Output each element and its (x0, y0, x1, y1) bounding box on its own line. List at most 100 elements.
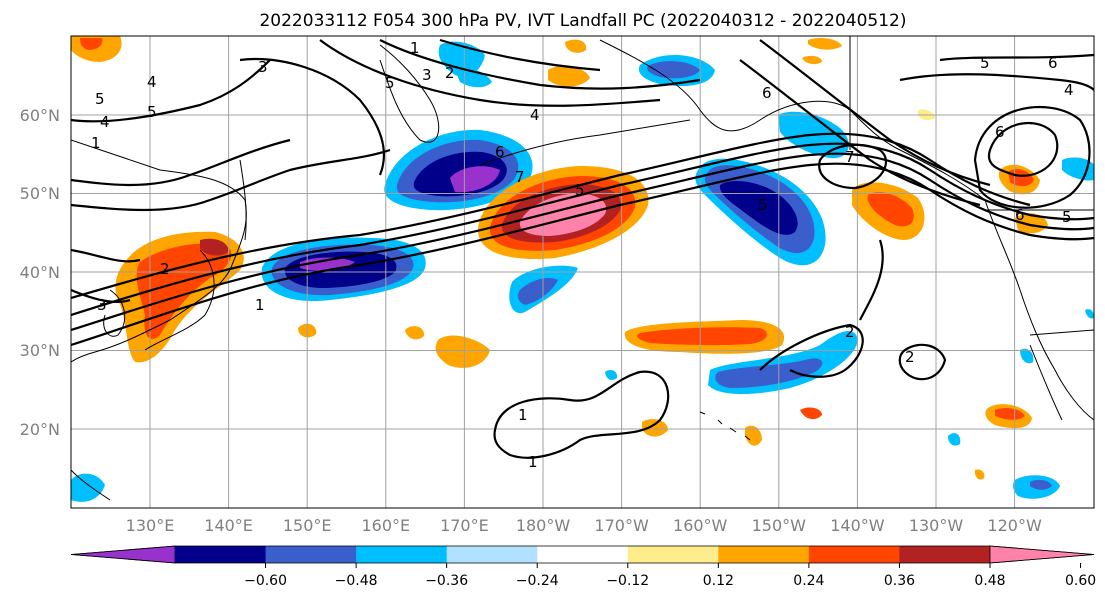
anomaly-positive-168e (405, 326, 425, 340)
anomaly-shading (71, 36, 1094, 502)
anomaly-positive-top-145w (802, 55, 822, 65)
height-contours (71, 38, 1094, 459)
coast-aleutians (479, 119, 691, 166)
contour-label: 2 (905, 348, 915, 366)
contour-label: 4 (147, 73, 157, 91)
colorbar-extend-high (989, 545, 1095, 564)
coast-philippines (71, 469, 111, 501)
contour-subtropical-3 (898, 343, 947, 381)
contour-label: 5 (95, 90, 105, 108)
contour-label: 6 (995, 123, 1005, 141)
contour-jet-3 (71, 142, 1094, 317)
lon-label: 170°W (594, 516, 649, 535)
anomaly-negative-170e-core (517, 278, 558, 305)
anomaly-negative-155w-core (719, 180, 798, 235)
coast-na-west (984, 199, 1094, 421)
anomaly-negative-alaska-core (647, 61, 700, 79)
colorbar-tick-label: −0.24 (516, 573, 559, 589)
anomaly-positive-140w-south (800, 407, 822, 420)
contour-north-7 (439, 38, 601, 72)
colorbar-bin (446, 546, 538, 563)
anomaly-positive-top-170w (548, 65, 590, 87)
anomaly-positive-160w (642, 419, 668, 437)
coast-hawaii (699, 411, 751, 441)
contour-subtropical (759, 323, 864, 378)
colorbar-bin (356, 546, 448, 563)
contour-ridge-2 (759, 39, 991, 187)
lon-label: 160°E (361, 516, 410, 535)
contour-label-group: 3 4 5 4 1 5 1 3 2 5 4 6 6 7 6 5 6 4 6 5 … (91, 39, 1074, 471)
border-us-mexico (1029, 329, 1094, 336)
coast-sakhalin (239, 159, 247, 241)
anomaly-negative-small-3 (605, 370, 618, 380)
anomaly-negative-150w-south-core (715, 358, 823, 388)
anomaly-negative-mexico (1020, 348, 1034, 364)
contour-label: 6 (1048, 54, 1058, 72)
anomaly-negative-small-2 (1085, 309, 1094, 319)
anomaly-positive-150w (745, 425, 762, 446)
contour-bc-low (987, 121, 1059, 177)
lat-label: 40°N (20, 263, 60, 282)
anomaly-positive-wa-coast (1015, 213, 1048, 234)
anomaly-negative-baja-core (1030, 479, 1052, 490)
anomaly-negative-west-pac (71, 473, 105, 502)
coastlines (71, 36, 1094, 501)
anomaly-positive-125w-core (995, 408, 1025, 420)
lat-label: 50°N (20, 184, 60, 203)
lon-label: 120°W (987, 516, 1042, 535)
longitude-labels: 130°E 140°E 150°E 160°E 170°E 180°W 170°W 160°W… (126, 516, 1042, 535)
colorbar-tick-label: −0.48 (335, 573, 378, 589)
anomaly-positive-170e (435, 335, 490, 368)
anomaly-negative-hawaii-w (948, 433, 961, 446)
contour-label: 1 (528, 453, 538, 471)
anomaly-positive-top-150w (808, 38, 842, 50)
colorbar-bin (175, 546, 267, 563)
contour-label: 1 (410, 39, 420, 57)
contour-label: 4 (100, 113, 110, 131)
contour-label: 2 (845, 323, 855, 341)
colorbar-tick-label: 0.12 (703, 573, 734, 589)
anomaly-positive-japan-peak (200, 238, 229, 256)
contour-label: 4 (1064, 81, 1074, 99)
lon-label: 140°W (830, 516, 885, 535)
anomaly-positive-140w-core (867, 192, 914, 227)
contour-jet-1 (71, 162, 1094, 347)
colorbar-bin (808, 546, 900, 563)
contour-north-2 (71, 138, 291, 187)
contour-jet-4 (71, 132, 1031, 300)
contour-label: 7 (515, 168, 525, 186)
anomaly-positive-nw-corner-core (80, 38, 103, 50)
contour-ridge (739, 59, 981, 207)
contour-label: 7 (845, 148, 855, 166)
lon-label: 180°W (516, 516, 571, 535)
contour-label: 1 (255, 296, 265, 314)
latitude-labels: 60°N 50°N 40°N 30°N 20°N (20, 106, 60, 439)
colorbar-tick-label: −0.12 (606, 573, 649, 589)
colorbar-bin (537, 546, 629, 563)
lat-label: 20°N (20, 420, 60, 439)
map-layers: 3 4 5 4 1 5 1 3 2 5 4 6 6 7 6 5 6 4 6 5 … (71, 36, 1094, 508)
contour-north-3 (71, 59, 271, 123)
coast-kamchatka (379, 44, 440, 143)
contour-north-6 (379, 39, 701, 90)
colorbar-outline (70, 545, 1095, 564)
contour-north-4 (239, 58, 385, 176)
map-frame (70, 35, 1095, 509)
lat-label: 30°N (20, 341, 60, 360)
anomaly-positive-top-160e (565, 39, 587, 53)
contour-label: 5 (980, 54, 990, 72)
contour-label: 2 (445, 64, 455, 82)
contour-label: 5 (385, 74, 395, 92)
contour-label: 3 (258, 58, 268, 76)
colorbar-tick-label: −0.60 (244, 573, 287, 589)
contour-label: 5 (1062, 208, 1072, 226)
lon-label: 160°W (673, 516, 728, 535)
colorbar-bin (718, 546, 810, 563)
contour-west-2 (71, 288, 131, 304)
lon-label: 170°E (440, 516, 489, 535)
contour-label: 6 (495, 143, 505, 161)
colorbar-bin (899, 546, 991, 563)
contour-north-1 (71, 148, 391, 212)
lon-label: 130°W (909, 516, 964, 535)
contour-west-1 (71, 248, 141, 263)
